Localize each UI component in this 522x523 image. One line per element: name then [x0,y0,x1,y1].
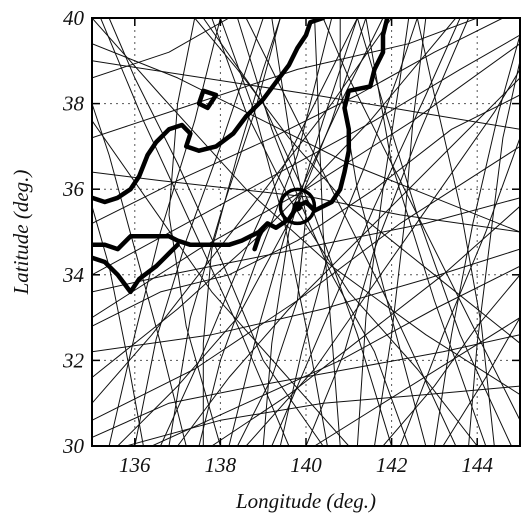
track-layer [92,18,520,446]
typhoon-track-7 [202,18,393,446]
x-axis-title: Longitude (deg.) [235,489,376,513]
coastline-segment-3 [92,242,180,295]
coastline-segment-1 [92,18,326,205]
typhoon-track-22 [92,248,520,353]
x-tick-label-136: 136 [119,453,151,477]
typhoon-track-52 [194,18,520,344]
typhoon-track-50 [356,18,410,446]
coastline-segment-5 [196,88,219,111]
x-tick-label-138: 138 [205,453,237,477]
typhoon-track-23 [168,18,281,446]
coastline-segment-4 [252,225,266,252]
y-tick-label-32: 32 [62,348,85,372]
y-tick-label-34: 34 [62,263,85,287]
plot-background [92,18,520,446]
typhoon-track-55 [92,60,520,130]
y-tick-label-36: 36 [62,177,85,201]
typhoon-track-36 [151,265,520,446]
typhoon-track-49 [92,197,520,293]
typhoon-track-1 [134,18,264,446]
tick-layer: 136 138 140 142 144 30 32 34 36 38 40 [62,6,520,477]
typhoon-track-15 [305,18,470,446]
target-site-circle [278,187,317,226]
target-site-layer [278,187,317,226]
typhoon-track-20 [100,18,290,446]
typhoon-track-18 [433,34,520,446]
target-site-center [292,201,303,212]
typhoon-track-45 [314,317,520,446]
typhoon-track-13 [92,18,478,139]
typhoon-track-21 [92,18,520,396]
typhoon-track-57 [237,18,307,446]
typhoon-track-40 [92,103,187,446]
typhoon-track-51 [160,18,358,446]
typhoon-track-33 [314,18,341,446]
y-tick-label-38: 38 [62,92,85,116]
typhoon-track-26 [92,34,520,276]
y-tick-label-40: 40 [63,6,85,30]
typhoon-track-59 [108,18,324,446]
x-tick-label-142: 142 [376,453,408,477]
typhoon-track-53 [442,317,520,446]
typhoon-track-6 [92,43,520,319]
typhoon-track-14 [177,77,520,446]
typhoon-track-2 [198,18,333,446]
typhoon-track-58 [92,94,520,327]
y-tick-label-30: 30 [62,434,85,458]
typhoon-track-46 [416,18,495,446]
typhoon-track-4 [262,18,358,446]
typhoon-track-47 [126,385,520,446]
typhoon-track-34 [92,18,504,224]
typhoon-track-27 [245,69,520,446]
typhoon-track-56 [399,137,520,446]
typhoon-track-54 [202,18,281,446]
y-axis-title: Latitude (deg.) [9,170,33,296]
typhoon-track-30 [108,18,221,446]
typhoon-track-60 [365,18,487,446]
typhoon-track-44 [92,18,393,404]
x-tick-label-140: 140 [290,453,322,477]
typhoon-track-24 [374,18,427,446]
typhoon-track-29 [237,18,410,446]
typhoon-track-9 [245,18,457,446]
typhoon-track-43 [339,18,427,446]
typhoon-track-48 [271,18,461,446]
typhoon-track-41 [382,274,520,446]
typhoon-track-35 [468,60,520,446]
typhoon-track-17 [92,120,350,446]
x-tick-label-144: 144 [461,453,493,477]
typhoon-track-19 [117,18,367,446]
typhoon-track-16 [92,18,230,79]
typhoon-track-39 [92,171,520,233]
